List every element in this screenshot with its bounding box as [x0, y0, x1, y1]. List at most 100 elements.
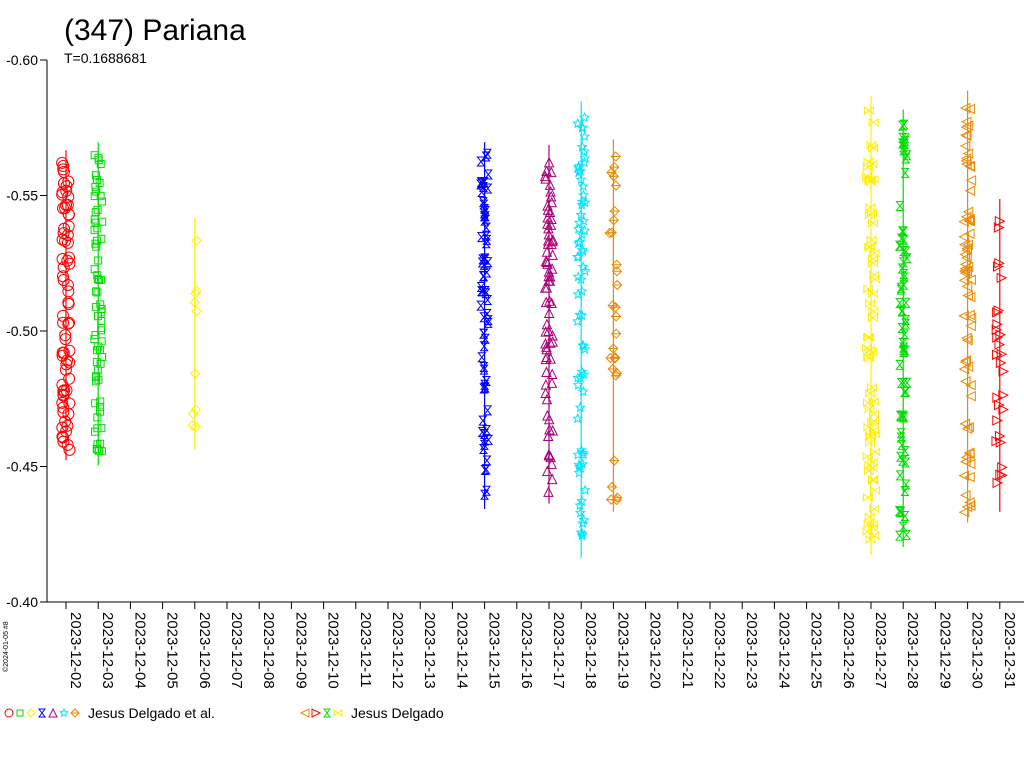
- data-point: [56, 186, 69, 199]
- data-point: [902, 150, 912, 161]
- data-point: [189, 297, 201, 308]
- data-point: [867, 519, 878, 529]
- data-point: [96, 191, 105, 200]
- data-point: [577, 180, 589, 192]
- data-point: [993, 305, 1005, 316]
- data-point: [540, 387, 551, 399]
- data-point: [863, 284, 874, 294]
- chart-title: (347) Pariana: [64, 14, 246, 47]
- data-point: [63, 356, 76, 369]
- data-point: [482, 234, 492, 245]
- data-point: [611, 266, 623, 277]
- data-point: [994, 215, 1006, 227]
- data-point: [94, 256, 103, 265]
- series-triangle-right-2023-12-31: [991, 199, 1010, 512]
- legend-label: Jesus Delgado et al.: [88, 705, 215, 721]
- data-point: [961, 423, 973, 435]
- data-point: [864, 466, 875, 476]
- data-point: [577, 339, 589, 351]
- data-point: [995, 437, 1007, 448]
- data-point: [576, 243, 588, 255]
- data-point: [541, 341, 552, 352]
- data-point: [992, 477, 1004, 489]
- data-point: [575, 173, 587, 185]
- data-point: [992, 332, 1003, 343]
- data-point: [960, 130, 972, 142]
- data-point: [898, 521, 908, 532]
- data-point: [958, 310, 969, 322]
- data-point: [56, 378, 69, 391]
- data-point: [483, 183, 493, 194]
- data-point: [541, 366, 552, 378]
- data-point: [611, 367, 622, 379]
- data-point: [897, 306, 907, 317]
- y-tick-label: -0.40: [6, 594, 38, 610]
- data-point: [479, 211, 489, 222]
- data-point: [96, 407, 105, 416]
- side-label: ©2024-01-05 #8: [2, 621, 10, 672]
- data-point: [866, 140, 877, 150]
- data-point: [480, 333, 490, 344]
- data-point: [546, 297, 557, 309]
- data-point: [863, 519, 874, 529]
- data-point: [578, 215, 590, 226]
- data-point: [862, 527, 873, 537]
- data-point: [48, 707, 58, 718]
- data-point: [866, 347, 877, 357]
- data-point: [960, 355, 971, 366]
- x-tick-label: 2023-12-21: [679, 612, 696, 689]
- series-square-2023-12-03: [90, 142, 107, 466]
- data-point: [543, 413, 555, 425]
- data-point: [97, 234, 106, 243]
- data-point: [962, 120, 974, 132]
- data-point: [579, 152, 591, 164]
- data-point: [868, 117, 879, 127]
- data-point: [576, 285, 588, 296]
- data-point: [476, 232, 486, 243]
- data-point: [992, 318, 1003, 330]
- data-point: [869, 504, 880, 514]
- data-point: [63, 316, 76, 329]
- data-point: [190, 288, 201, 299]
- data-point: [960, 153, 972, 164]
- data-point: [959, 456, 971, 468]
- data-point: [91, 171, 100, 180]
- data-point: [895, 298, 905, 309]
- data-point: [92, 236, 101, 245]
- data-point: [577, 261, 589, 272]
- data-point: [63, 443, 76, 456]
- data-point: [610, 180, 622, 191]
- data-point: [61, 279, 74, 292]
- legend: Jesus Delgado et al. Jesus Delgado: [4, 705, 444, 721]
- data-point: [898, 344, 909, 355]
- series-diamond-2023-12-06: [187, 218, 202, 450]
- data-point: [610, 328, 622, 339]
- data-point: [868, 396, 879, 406]
- data-point: [864, 512, 875, 522]
- data-point: [895, 200, 905, 211]
- data-point: [481, 230, 491, 241]
- data-point: [998, 366, 1010, 377]
- legend-entry: Jesus Delgado: [299, 705, 444, 721]
- data-point: [543, 486, 554, 497]
- data-point: [62, 285, 75, 298]
- data-point: [90, 427, 99, 436]
- data-point: [59, 363, 72, 376]
- data-point: [543, 156, 555, 168]
- data-point: [480, 382, 490, 393]
- data-point: [573, 467, 585, 478]
- data-point: [191, 235, 202, 246]
- data-point: [572, 372, 584, 383]
- data-point: [572, 315, 584, 327]
- data-point: [546, 196, 558, 208]
- data-point: [479, 429, 489, 440]
- data-point: [70, 708, 80, 718]
- data-point: [900, 167, 910, 178]
- data-point: [607, 300, 618, 311]
- data-point: [481, 485, 492, 496]
- data-point: [868, 409, 879, 419]
- data-point: [93, 445, 102, 454]
- data-point: [190, 421, 201, 432]
- data-point: [867, 417, 878, 427]
- data-point: [869, 485, 880, 495]
